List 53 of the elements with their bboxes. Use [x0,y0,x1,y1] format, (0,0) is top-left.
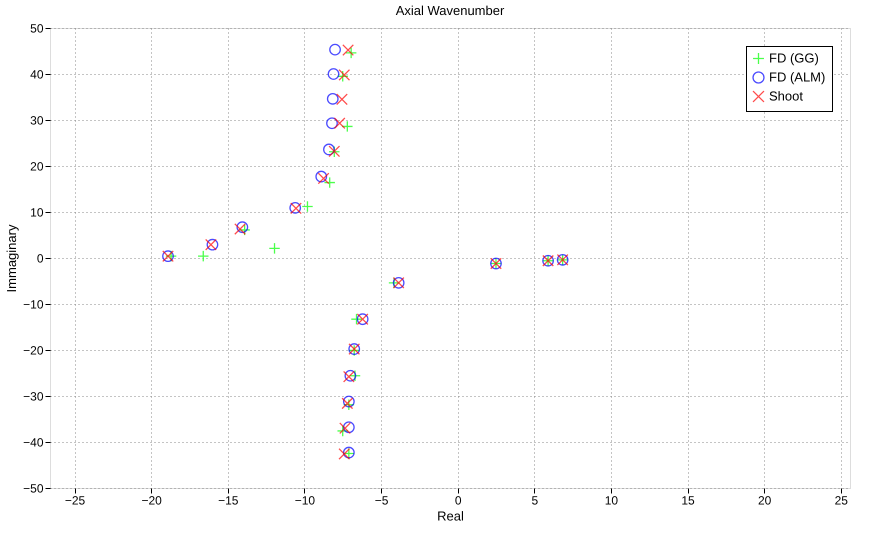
point [236,221,248,234]
point [302,200,314,212]
point [334,117,346,130]
point [341,120,354,132]
point [345,46,358,59]
chart-title: Axial Wavenumber [396,3,505,18]
x-tick-label: 15 [681,494,696,508]
legend-label: FD (GG) [769,50,819,66]
x-tick-label: 10 [604,494,618,508]
point [324,176,336,188]
x-axis-title: Real [437,508,464,524]
y-tick-label: 40 [30,68,44,82]
point [328,68,340,80]
point [329,44,341,56]
y-tick-label: 20 [30,160,44,174]
x-tick-label: −10 [294,494,316,508]
y-tick-label: −10 [23,298,44,312]
y-tick-label: −30 [23,390,44,404]
y-tick-label: 50 [30,22,44,36]
y-tick-label: −40 [23,436,44,450]
point [234,223,246,235]
point [338,448,350,460]
y-tick-label: −50 [23,482,44,496]
point [349,370,361,382]
point [336,425,349,437]
y-tick-label: 30 [30,114,44,128]
y-tick-label: −20 [23,344,44,358]
point [350,313,362,326]
x-tick-label: −15 [218,494,239,508]
y-tick-label: 10 [30,206,44,220]
point [315,170,328,182]
x-tick-label: 20 [758,494,772,508]
point [339,422,351,434]
x-tick-label: −20 [141,494,162,508]
point [326,92,339,105]
point [197,250,210,262]
point [326,117,338,130]
point [268,242,280,254]
legend-label: Shoot [769,88,804,104]
point [238,224,251,236]
point [342,44,354,56]
x-tick-label: −5 [374,494,389,508]
x-tick-label: −25 [64,494,86,508]
point [323,144,335,156]
point [318,172,330,184]
x-tick-label: 25 [834,494,848,508]
legend-label: FD (ALM) [769,70,826,84]
x-tick-label: 5 [531,494,538,508]
point [336,93,348,106]
y-tick-label: 0 [36,252,44,266]
x-tick-label: 0 [454,494,462,508]
point [342,421,355,434]
y-axis-title: Immaginary [4,224,20,292]
